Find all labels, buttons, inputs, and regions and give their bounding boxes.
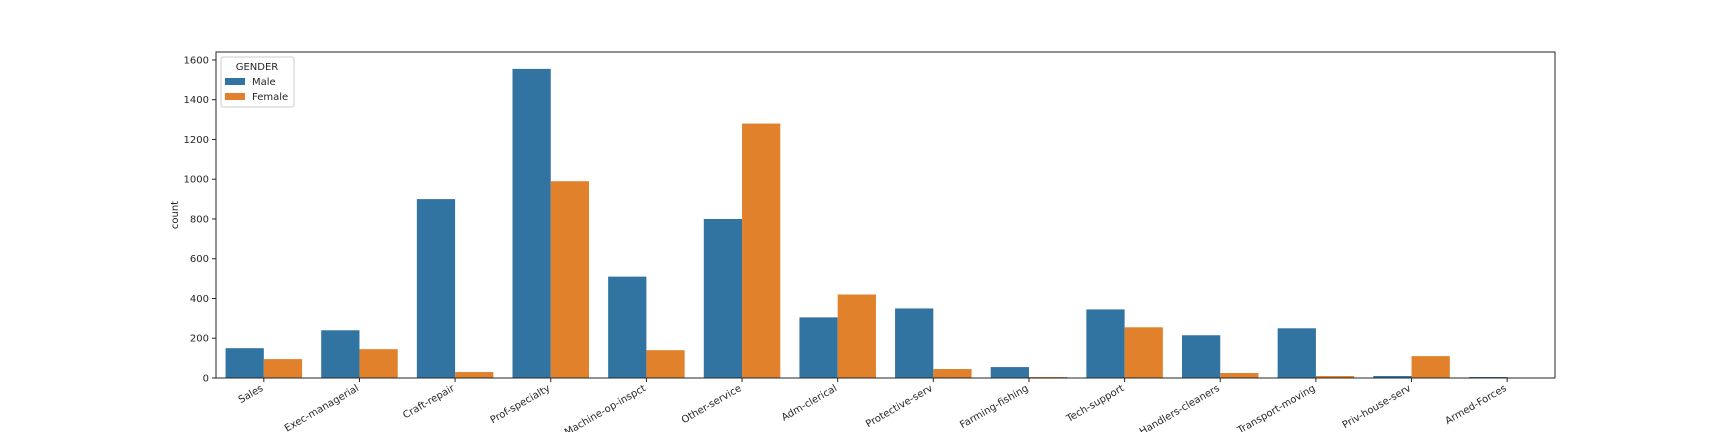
bar-male-transport-moving: [1277, 328, 1316, 378]
legend-label-male: Male: [252, 77, 276, 88]
bar-male-tech-support: [1086, 309, 1125, 378]
y-tick-label: 400: [190, 294, 209, 305]
bar-male-machine-op-inspct: [608, 276, 647, 378]
bar-male-craft-repair: [416, 199, 456, 378]
bar-male-priv-house-serv: [1373, 376, 1412, 378]
y-axis-label: count: [170, 201, 181, 229]
bar-male-farming-fishing: [990, 367, 1029, 378]
bar-female-tech-support: [1124, 327, 1163, 378]
x-tick-label: Machine-op-inspct: [563, 383, 648, 432]
y-tick-label: 200: [190, 334, 209, 345]
y-tick-label: 1600: [184, 55, 209, 66]
bar-female-prof-specialty: [550, 181, 590, 378]
bar-female-transport-moving: [1315, 376, 1355, 378]
x-tick-label: Armed-Forces: [1444, 383, 1509, 427]
x-tick-label: Exec-managerial: [283, 383, 361, 432]
y-tick-label: 1000: [184, 175, 209, 186]
x-tick-label: Tech-support: [1064, 383, 1126, 425]
x-tick-label: Other-service: [680, 383, 744, 426]
legend-swatch-male: [225, 78, 245, 85]
y-tick-label: 800: [190, 214, 209, 225]
bar-male-other-service: [703, 218, 743, 378]
y-tick-label: 1200: [184, 135, 209, 146]
bar-female-other-service: [742, 123, 781, 378]
x-tick-label: Protective-serv: [864, 383, 935, 430]
legend-label-female: Female: [252, 92, 288, 103]
x-tick-label: Prof-specialty: [489, 383, 553, 426]
x-tick-label: Handlers-cleaners: [1138, 383, 1222, 432]
bar-male-sales: [225, 348, 264, 378]
bar-male-adm-clerical: [799, 317, 838, 378]
x-tick-label: Sales: [237, 383, 266, 406]
x-tick-label: Craft-repair: [401, 383, 457, 422]
x-tick-label: Farming-fishing: [958, 383, 1030, 431]
bar-male-protective-serv: [895, 308, 934, 378]
bar-female-exec-managerial: [359, 349, 398, 378]
x-tick-label: Transport-moving: [1235, 383, 1317, 432]
x-tick-label: Priv-house-serv: [1341, 383, 1413, 431]
plot-frame: [215, 51, 1556, 379]
legend-title: GENDER: [236, 62, 279, 73]
bar-female-priv-house-serv: [1411, 356, 1450, 378]
legend-swatch-female: [225, 93, 245, 100]
bar-male-exec-managerial: [321, 330, 360, 378]
bar-female-protective-serv: [933, 369, 972, 378]
y-tick-label: 1400: [184, 95, 209, 106]
bar-female-machine-op-inspct: [646, 350, 685, 378]
bar-female-handlers-cleaners: [1220, 373, 1259, 378]
y-tick-label: 0: [203, 374, 209, 385]
bar-male-prof-specialty: [512, 68, 551, 379]
x-tick-label: Adm-clerical: [780, 383, 839, 424]
bar-male-handlers-cleaners: [1181, 335, 1221, 378]
y-tick-label: 600: [190, 254, 209, 265]
bar-female-adm-clerical: [837, 294, 876, 378]
bar-female-craft-repair: [455, 372, 494, 378]
bar-female-sales: [263, 359, 303, 378]
